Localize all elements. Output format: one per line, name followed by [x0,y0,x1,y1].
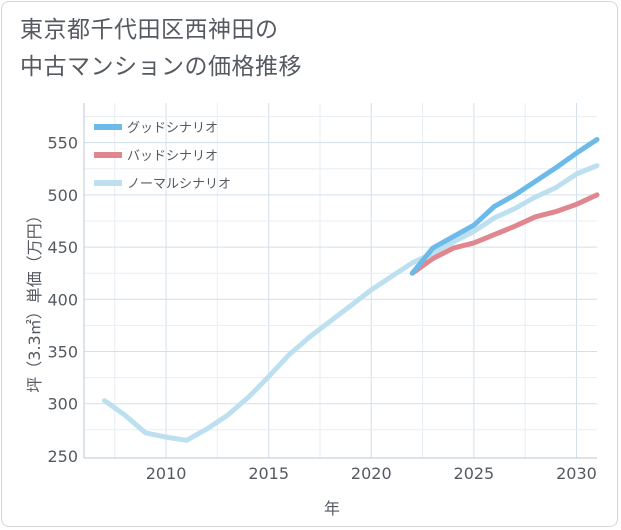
y-tick-label: 350 [47,343,78,362]
chart-title: 東京都千代田区西神田の 中古マンションの価格推移 [20,12,302,86]
x-tick-label: 2010 [146,464,187,483]
x-axis-label: 年 [324,499,340,518]
series-lines [102,137,600,443]
chart-title-line-2: 中古マンションの価格推移 [20,54,302,80]
y-tick-label: 550 [47,134,78,153]
y-tick-label: 450 [47,238,78,257]
series-line-0 [409,137,600,276]
x-tick-label: 2030 [556,464,597,483]
legend-label: ノーマルシナリオ [127,177,231,192]
y-tick-label: 250 [47,447,78,466]
series-line-1 [409,192,600,276]
grid [83,103,597,459]
axis-ticks: 2010 2015 2020 2025 2030 250 300 350 400 450 500 55… [47,134,596,483]
y-tick-label: 300 [47,395,78,414]
chart-title-line-1: 東京都千代田区西神田の [20,17,279,43]
legend-label: グッドシナリオ [127,121,218,136]
x-tick-label: 2015 [248,464,289,483]
y-tick-label: 500 [47,186,78,205]
x-tick-label: 2025 [454,464,495,483]
legend-label: バッドシナリオ [127,149,218,164]
series-line-2 [102,163,600,443]
x-tick-label: 2020 [351,464,392,483]
y-axis-label: 坪（3.3㎡）単価（万円） [25,207,44,392]
y-tick-label: 400 [47,290,78,309]
